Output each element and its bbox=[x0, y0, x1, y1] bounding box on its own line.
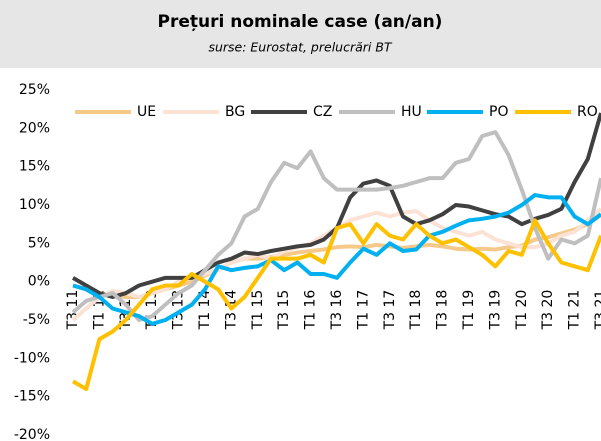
x-tick-label: T3 17 bbox=[382, 290, 398, 331]
legend-label: PO bbox=[489, 104, 508, 120]
x-tick-label: T1 16 bbox=[303, 290, 319, 331]
legend-label: RO bbox=[577, 104, 598, 120]
x-tick-label: T3 15 bbox=[276, 290, 292, 331]
series-line bbox=[72, 193, 601, 326]
series-line bbox=[71, 130, 601, 322]
x-tick-label: T1 19 bbox=[461, 290, 477, 331]
chart-subtitle: surse: Eurostat, prelucrări BT bbox=[208, 40, 392, 55]
x-tick-label: T3 18 bbox=[435, 290, 451, 331]
y-tick-label: -5% bbox=[23, 312, 50, 328]
x-tick-label: T1 14 bbox=[197, 290, 213, 331]
y-tick-label: -15% bbox=[14, 389, 50, 405]
x-tick-label: T3 19 bbox=[487, 290, 503, 331]
y-tick-label: 5% bbox=[28, 235, 50, 251]
chart-title: Prețuri nominale case (an/an) bbox=[158, 12, 443, 32]
x-tick-label: T1 15 bbox=[250, 290, 266, 331]
y-tick-label: 20% bbox=[19, 120, 50, 136]
title-band bbox=[0, 0, 601, 68]
legend-label: HU bbox=[401, 104, 422, 120]
x-tick-label: T1 18 bbox=[408, 290, 424, 331]
x-tick-label: T1 21 bbox=[567, 290, 583, 331]
x-tick-label: T1 17 bbox=[355, 290, 371, 331]
y-tick-label: -20% bbox=[14, 427, 50, 441]
x-tick-label: T3 21 bbox=[593, 290, 601, 331]
y-tick-label: -10% bbox=[14, 350, 50, 366]
legend-label: UE bbox=[137, 104, 156, 120]
legend-label: CZ bbox=[313, 104, 332, 120]
x-tick-label: T3 20 bbox=[540, 290, 556, 331]
legend-label: BG bbox=[225, 104, 245, 120]
y-tick-label: 15% bbox=[19, 159, 50, 175]
x-tick-label: T3 16 bbox=[329, 290, 345, 331]
y-tick-label: 25% bbox=[19, 82, 50, 98]
y-tick-label: 10% bbox=[19, 197, 50, 213]
x-tick-label: T1 20 bbox=[514, 290, 530, 331]
series-line bbox=[71, 218, 601, 391]
y-tick-label: 0% bbox=[28, 274, 50, 290]
